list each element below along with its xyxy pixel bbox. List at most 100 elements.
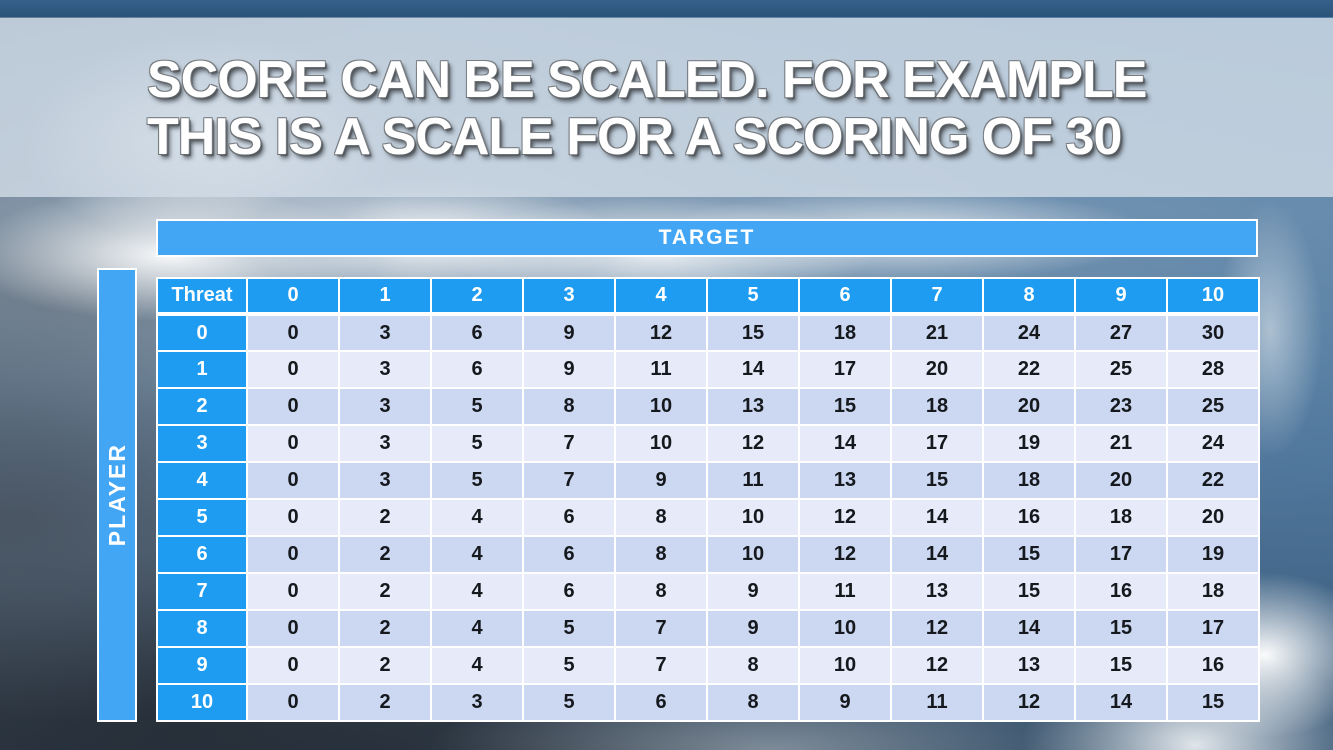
score-cell: 8	[706, 646, 800, 685]
score-cell: 13	[890, 572, 984, 611]
score-cell: 11	[798, 572, 892, 611]
score-cell: 12	[890, 609, 984, 648]
score-cell: 28	[1166, 350, 1260, 389]
score-cell: 10	[798, 609, 892, 648]
score-cell: 3	[338, 350, 432, 389]
score-cell: 24	[982, 313, 1076, 352]
table-row: 7 0 2 4 6 8 9 11 13 15 16 18	[156, 572, 1260, 611]
score-cell: 3	[338, 424, 432, 463]
corner-label: Threat	[156, 277, 248, 316]
score-matrix: Threat 0 1 2 3 4 5 6 7 8 9 10 0 0 3 6 9 12 15 18 21 24 27 30 1…	[156, 277, 1260, 722]
score-cell: 4	[430, 498, 524, 537]
target-header: TARGET	[156, 219, 1258, 257]
score-cell: 10	[706, 535, 800, 574]
score-cell: 0	[246, 350, 340, 389]
score-cell: 11	[706, 461, 800, 500]
row-label: 8	[156, 609, 248, 648]
score-cell: 24	[1166, 424, 1260, 463]
table-row: 5 0 2 4 6 8 10 12 14 16 18 20	[156, 498, 1260, 537]
column-header: 5	[706, 277, 800, 316]
score-cell: 6	[614, 683, 708, 722]
score-cell: 14	[798, 424, 892, 463]
table-row: 0 0 3 6 9 12 15 18 21 24 27 30	[156, 313, 1260, 352]
score-cell: 13	[798, 461, 892, 500]
score-cell: 15	[890, 461, 984, 500]
score-cell: 18	[1074, 498, 1168, 537]
score-cell: 8	[706, 683, 800, 722]
score-cell: 16	[982, 498, 1076, 537]
score-cell: 22	[982, 350, 1076, 389]
score-cell: 6	[430, 350, 524, 389]
score-cell: 12	[890, 646, 984, 685]
row-label: 3	[156, 424, 248, 463]
column-header: 6	[798, 277, 892, 316]
score-cell: 15	[982, 535, 1076, 574]
table-row: 10 0 2 3 5 6 8 9 11 12 14 15	[156, 683, 1260, 722]
score-cell: 2	[338, 683, 432, 722]
score-cell: 6	[430, 313, 524, 352]
score-cell: 5	[522, 646, 616, 685]
score-cell: 6	[522, 572, 616, 611]
column-header: 0	[246, 277, 340, 316]
score-cell: 4	[430, 609, 524, 648]
table-row: 4 0 3 5 7 9 11 13 15 18 20 22	[156, 461, 1260, 500]
score-cell: 2	[338, 498, 432, 537]
score-cell: 7	[522, 461, 616, 500]
score-cell: 21	[1074, 424, 1168, 463]
score-cell: 7	[522, 424, 616, 463]
score-cell: 8	[614, 535, 708, 574]
table-row: 3 0 3 5 7 10 12 14 17 19 21 24	[156, 424, 1260, 463]
score-cell: 15	[1074, 609, 1168, 648]
score-cell: 7	[614, 646, 708, 685]
score-cell: 19	[1166, 535, 1260, 574]
column-header: 10	[1166, 277, 1260, 316]
score-cell: 2	[338, 535, 432, 574]
score-cell: 12	[798, 498, 892, 537]
score-cell: 12	[982, 683, 1076, 722]
score-cell: 4	[430, 572, 524, 611]
row-label: 9	[156, 646, 248, 685]
score-cell: 10	[614, 387, 708, 426]
score-cell: 0	[246, 461, 340, 500]
score-cell: 10	[706, 498, 800, 537]
page-title: SCORE CAN BE SCALED. FOR EXAMPLE THIS IS…	[147, 52, 1287, 166]
score-cell: 8	[614, 498, 708, 537]
score-cell: 0	[246, 535, 340, 574]
table-row: 2 0 3 5 8 10 13 15 18 20 23 25	[156, 387, 1260, 426]
score-cell: 0	[246, 387, 340, 426]
score-cell: 20	[890, 350, 984, 389]
score-cell: 14	[706, 350, 800, 389]
score-cell: 20	[982, 387, 1076, 426]
score-cell: 25	[1166, 387, 1260, 426]
slide-title-line-2: THIS IS A SCALE FOR A SCORING OF 30	[147, 108, 1122, 166]
score-cell: 23	[1074, 387, 1168, 426]
score-cell: 0	[246, 572, 340, 611]
score-cell: 6	[522, 535, 616, 574]
score-cell: 5	[430, 461, 524, 500]
score-cell: 6	[522, 498, 616, 537]
table-row: 9 0 2 4 5 7 8 10 12 13 15 16	[156, 646, 1260, 685]
row-label: 10	[156, 683, 248, 722]
score-cell: 2	[338, 646, 432, 685]
row-label: 0	[156, 313, 248, 352]
score-cell: 3	[338, 461, 432, 500]
top-accent-bar	[0, 0, 1333, 17]
column-header: 9	[1074, 277, 1168, 316]
score-cell: 25	[1074, 350, 1168, 389]
player-header-label: PLAYER	[103, 443, 130, 547]
score-cell: 22	[1166, 461, 1260, 500]
column-header: 8	[982, 277, 1076, 316]
score-cell: 4	[430, 646, 524, 685]
score-cell: 12	[614, 313, 708, 352]
score-cell: 17	[890, 424, 984, 463]
matrix-body: 0 0 3 6 9 12 15 18 21 24 27 30 1 0 3 6 9 11 14 17 20 22 25 28 2 0…	[156, 313, 1260, 722]
score-cell: 9	[614, 461, 708, 500]
table-row: 1 0 3 6 9 11 14 17 20 22 25 28	[156, 350, 1260, 389]
score-cell: 9	[706, 572, 800, 611]
column-header: 7	[890, 277, 984, 316]
score-cell: 5	[430, 387, 524, 426]
score-cell: 11	[614, 350, 708, 389]
title-banner	[0, 18, 1333, 197]
score-cell: 5	[522, 609, 616, 648]
score-cell: 15	[1074, 646, 1168, 685]
